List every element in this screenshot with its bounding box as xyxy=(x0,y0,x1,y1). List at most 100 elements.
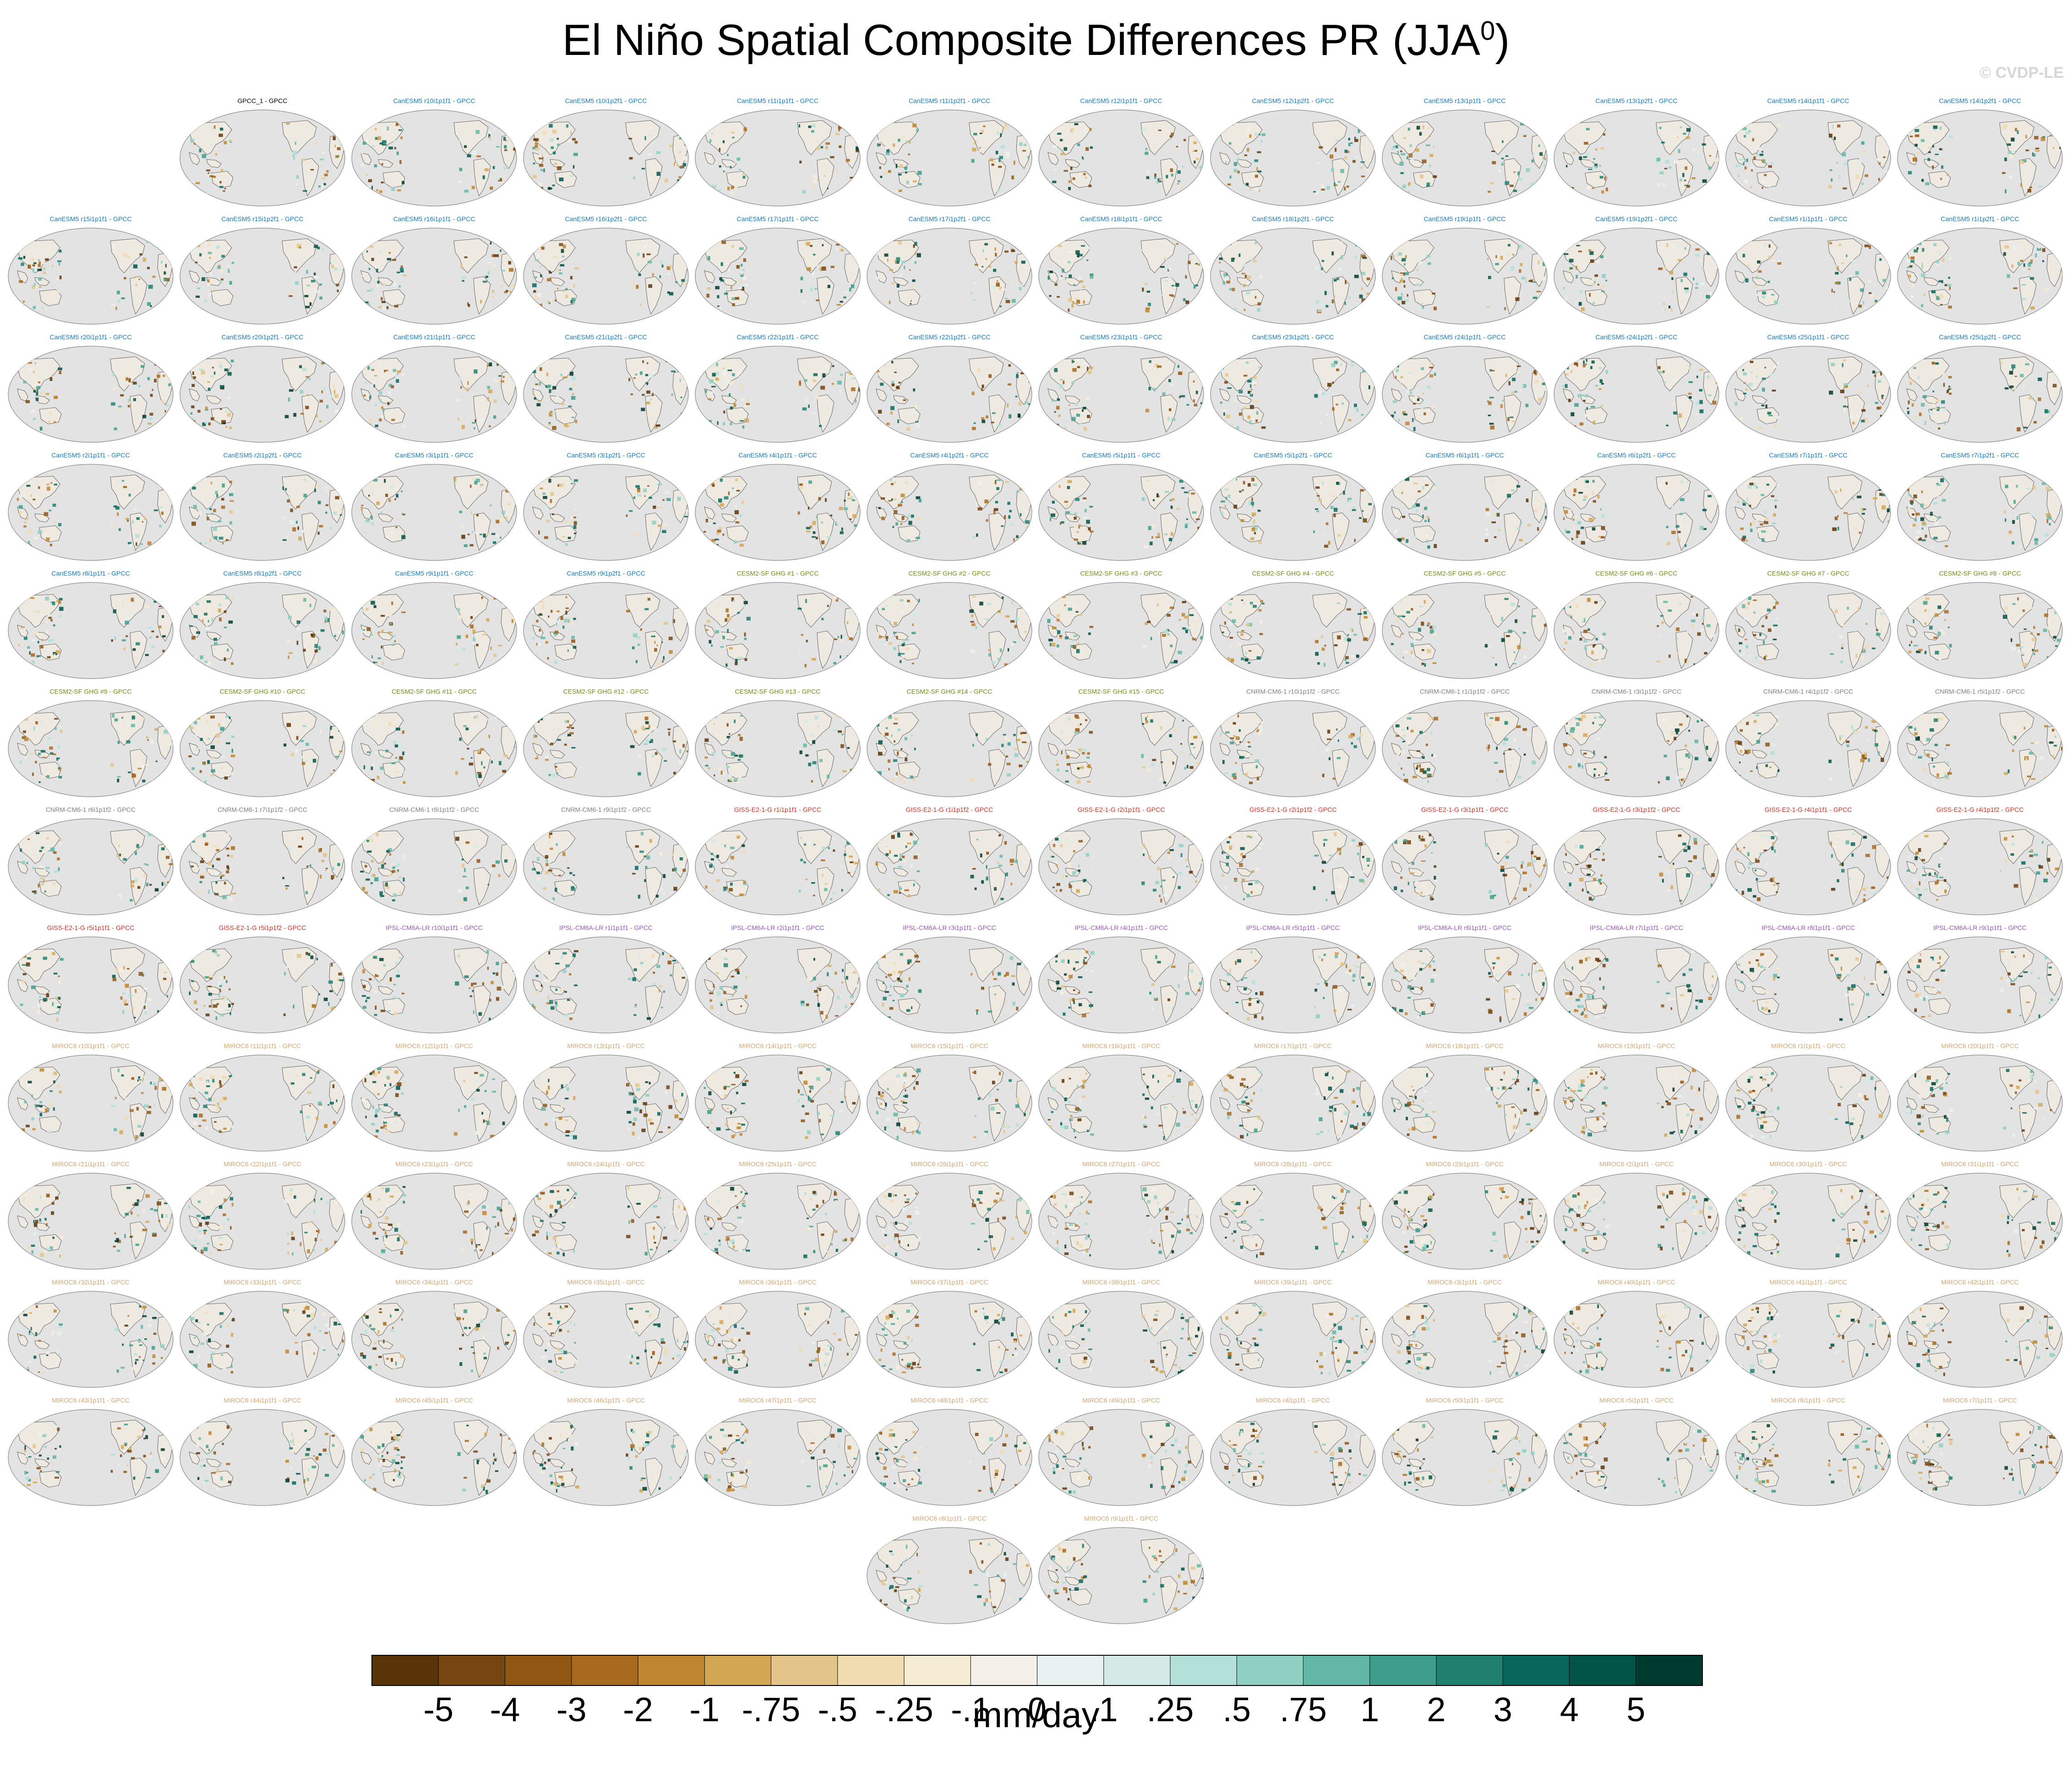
anomaly-cell xyxy=(1253,526,1258,531)
land-outline xyxy=(1999,593,2034,628)
anomaly-cell xyxy=(211,417,214,420)
anomaly-cell xyxy=(739,169,741,172)
anomaly-cell xyxy=(1516,485,1521,488)
anomaly-cell xyxy=(1022,150,1026,152)
anomaly-cell xyxy=(21,262,24,266)
anomaly-cell xyxy=(23,525,27,527)
anomaly-cell xyxy=(143,274,148,276)
anomaly-cell xyxy=(189,243,194,245)
anomaly-cell xyxy=(1421,621,1424,626)
anomaly-cell xyxy=(1740,416,1743,420)
anomaly-cell xyxy=(708,598,710,600)
anomaly-cell xyxy=(208,422,211,425)
anomaly-cell xyxy=(1573,494,1576,496)
anomaly-cell xyxy=(164,271,166,275)
anomaly-cell xyxy=(744,284,748,286)
anomaly-cell xyxy=(231,490,235,492)
anomaly-cell xyxy=(197,511,202,515)
anomaly-cell xyxy=(715,286,720,289)
anomaly-cell xyxy=(1697,155,1701,157)
anomaly-cell xyxy=(1507,417,1510,421)
anomaly-cell xyxy=(724,293,728,295)
land-outline xyxy=(1312,238,1347,273)
anomaly-cell xyxy=(1714,158,1719,162)
anomaly-cell xyxy=(1200,636,1203,640)
anomaly-cell xyxy=(1257,308,1260,312)
land-outline xyxy=(1413,407,1436,424)
panel-title: CanESM5 r10i1p1f1 - GPCC xyxy=(393,97,475,104)
anomaly-cell xyxy=(1941,400,1945,404)
anomaly-cell xyxy=(1408,153,1413,158)
anomaly-cell xyxy=(1320,136,1323,138)
anomaly-cell xyxy=(567,537,571,539)
anomaly-cell xyxy=(1940,629,1943,633)
land-outline xyxy=(1756,525,1779,543)
anomaly-cell xyxy=(2020,183,2022,187)
anomaly-cell xyxy=(1689,396,1692,399)
anomaly-cell xyxy=(637,644,640,646)
anomaly-cell xyxy=(802,300,805,303)
anomaly-cell xyxy=(334,409,338,413)
anomaly-cell xyxy=(129,383,132,385)
anomaly-cell xyxy=(218,265,220,267)
anomaly-cell xyxy=(193,191,195,195)
anomaly-cell xyxy=(1602,646,1604,650)
anomaly-cell xyxy=(1757,426,1762,430)
anomaly-cell xyxy=(894,510,898,514)
anomaly-cell xyxy=(1861,409,1866,412)
anomaly-cell xyxy=(469,762,474,766)
anomaly-cell xyxy=(190,418,194,422)
anomaly-cell xyxy=(381,646,382,649)
anomaly-cell xyxy=(1573,488,1577,493)
anomaly-cell xyxy=(547,388,550,392)
anomaly-cell xyxy=(59,598,63,601)
anomaly-cell xyxy=(1599,600,1602,602)
anomaly-cell xyxy=(1392,656,1395,658)
anomaly-cell xyxy=(1407,127,1410,131)
anomaly-cell xyxy=(823,175,826,177)
anomaly-cell xyxy=(1229,123,1233,125)
anomaly-cell xyxy=(988,374,992,378)
anomaly-cell xyxy=(24,521,26,524)
anomaly-cell xyxy=(1708,368,1711,370)
anomaly-cell xyxy=(1916,247,1919,250)
anomaly-cell xyxy=(1838,527,1839,530)
anomaly-cell xyxy=(1759,633,1761,636)
anomaly-cell xyxy=(2023,597,2026,599)
anomaly-cell xyxy=(227,413,231,417)
anomaly-cell xyxy=(397,189,401,191)
anomaly-cell xyxy=(1745,388,1748,391)
anomaly-cell xyxy=(1180,395,1185,397)
anomaly-cell xyxy=(398,285,401,288)
anomaly-cell xyxy=(1753,634,1756,636)
anomaly-cell xyxy=(1071,359,1074,364)
map-panel: CanESM5 r15i1p1f1 - GPCC xyxy=(5,215,177,330)
anomaly-cell xyxy=(1366,169,1371,172)
anomaly-cell xyxy=(1014,625,1017,628)
anomaly-cell xyxy=(1583,495,1588,498)
anomaly-cell xyxy=(1521,385,1524,387)
panel-map xyxy=(867,228,1032,325)
anomaly-cell xyxy=(2052,147,2055,149)
anomaly-cell xyxy=(1049,363,1053,366)
anomaly-cell xyxy=(362,630,366,633)
anomaly-cell xyxy=(1508,244,1510,247)
anomaly-cell xyxy=(1484,539,1488,542)
anomaly-cell xyxy=(1685,247,1686,250)
anomaly-cell xyxy=(665,617,669,620)
map-panel: CESM2-SF GHG #5 - GPCC xyxy=(1379,570,1551,684)
anomaly-cell xyxy=(128,399,130,402)
anomaly-cell xyxy=(1909,525,1912,527)
anomaly-cell xyxy=(1543,163,1546,168)
anomaly-cell xyxy=(1220,656,1222,659)
anomaly-cell xyxy=(905,638,909,641)
anomaly-cell xyxy=(229,510,233,514)
anomaly-cell xyxy=(1325,522,1329,525)
anomaly-cell xyxy=(224,626,227,628)
anomaly-cell xyxy=(900,274,902,277)
land-outline xyxy=(1504,158,1521,196)
anomaly-cell xyxy=(540,641,544,644)
anomaly-cell xyxy=(998,166,1002,168)
map-panel: CanESM5 r20i1p1f1 - GPCC xyxy=(5,333,177,448)
anomaly-cell xyxy=(1316,300,1320,305)
